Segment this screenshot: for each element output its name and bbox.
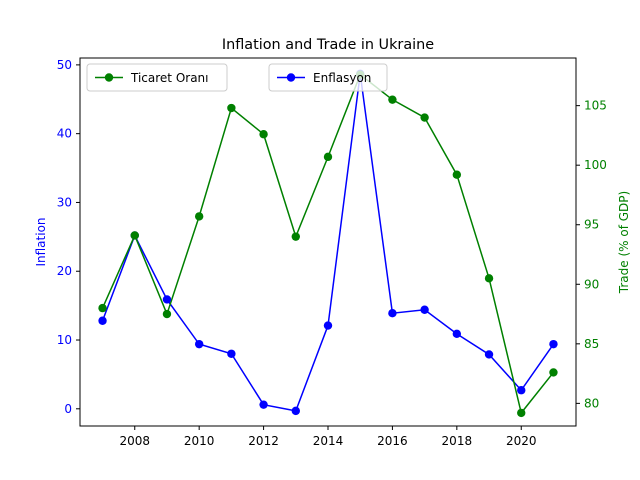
x-tick-label: 2014 (313, 434, 344, 448)
trade-data-point (484, 274, 494, 283)
left-tick-label: 30 (57, 195, 72, 209)
legend-box (86, 63, 228, 92)
x-tick-label: 2008 (119, 434, 150, 448)
right-tick-label: 95 (584, 218, 599, 232)
legend-box (268, 63, 388, 92)
right-tick-label: 105 (584, 99, 607, 113)
inflation-data-point (420, 305, 429, 314)
legend-marker (286, 73, 296, 82)
right-tick-label: 85 (584, 337, 599, 351)
trade-legend: Ticaret Oranı (86, 63, 228, 92)
legends: Ticaret Oranı Enflasyon (86, 63, 388, 92)
inflation-data-point (227, 349, 236, 358)
trade-data-point (323, 152, 333, 162)
legend-label: Enflasyon (313, 71, 371, 85)
left-tick-label: 20 (57, 264, 72, 278)
trade-data-point (452, 170, 462, 179)
x-tick-label: 2018 (442, 434, 473, 448)
x-tick-label: 2010 (184, 434, 215, 448)
trade-data-point (130, 231, 139, 240)
inflation-data-point (162, 295, 172, 304)
inflation-data-point (194, 339, 204, 349)
inflation-data-point (98, 316, 107, 325)
trade-data-point (549, 368, 558, 377)
right-axis-label: Trade (% of GDP) (617, 191, 631, 294)
inflation-data-point (549, 339, 558, 349)
inflation-data-point (291, 406, 300, 416)
legend-label: Ticaret Oranı (130, 71, 209, 85)
right-tick-label: 80 (584, 396, 599, 410)
trade-data-point (259, 130, 268, 139)
trade-data-point (162, 309, 172, 319)
left-tick-label: 10 (57, 333, 72, 347)
left-tick-label: 40 (57, 127, 72, 141)
legend-marker (104, 73, 114, 82)
left-tick-label: 0 (64, 402, 72, 416)
x-axis-ticks: 2008 2010 2012 2014 2016 2018 2020 (119, 426, 537, 448)
chart-title: Inflation and Trade in Ukraine (222, 37, 434, 53)
trade-data-point (194, 212, 204, 221)
inflation-data-point (259, 400, 268, 409)
right-axis-ticks: 80 85 90 95 100 105 (576, 99, 607, 410)
trade-data-point (420, 113, 429, 122)
inflation-data-point (323, 321, 333, 330)
right-tick-label: 90 (584, 277, 599, 291)
left-tick-label: 50 (57, 58, 72, 72)
right-tick-label: 100 (584, 158, 607, 172)
inflation-data-point (388, 308, 397, 318)
inflation-legend: Enflasyon (268, 63, 388, 92)
left-axis-ticks: 0 10 20 30 40 50 (57, 58, 80, 416)
inflation-data-point (517, 386, 526, 395)
x-tick-label: 2012 (248, 434, 279, 448)
series-points (98, 69, 558, 418)
x-tick-label: 2016 (377, 434, 408, 448)
trade-data-point (291, 232, 300, 241)
inflation-data-point (484, 350, 494, 359)
left-axis-label: Inflation (34, 217, 48, 266)
trade-data-point (98, 303, 107, 313)
trade-data-point (517, 408, 526, 418)
x-tick-label: 2020 (506, 434, 537, 448)
trade-data-point (388, 95, 397, 104)
inflation-data-point (452, 329, 462, 339)
trade-data-point (227, 103, 236, 113)
